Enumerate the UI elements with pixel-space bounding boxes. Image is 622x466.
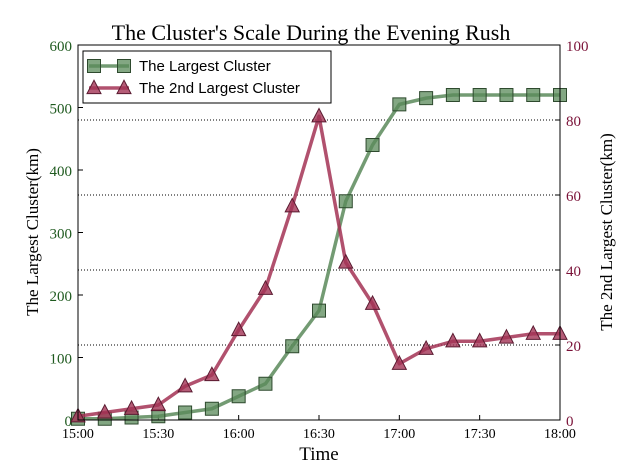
legend-item: The Largest Cluster	[87, 58, 271, 75]
left-y-axis-label: The Largest Cluster(km)	[23, 148, 42, 316]
x-tick-label: 16:00	[223, 427, 255, 442]
right-tick-label: 80	[566, 114, 581, 130]
left-y-axis: 0 100 200 300 400 500 600	[50, 39, 83, 430]
series-line	[77, 114, 560, 418]
square-marker	[419, 91, 434, 106]
square-marker	[392, 97, 407, 112]
right-tick-label: 60	[566, 189, 581, 205]
triangle-marker	[86, 79, 102, 95]
square-marker	[312, 303, 326, 318]
right-tick-label: 40	[566, 264, 581, 280]
legend-label: The Largest Cluster	[139, 58, 271, 75]
square-marker	[472, 88, 487, 102]
right-y-axis: 0 20 40 60 80 100	[555, 39, 589, 430]
x-axis: 15:00 15:30 16:00 16:30 17:00 17:30 18:00	[62, 415, 576, 442]
triangle-marker	[177, 377, 193, 393]
triangle-marker	[418, 339, 434, 355]
triangle-marker	[230, 321, 247, 337]
triangle-marker	[391, 354, 408, 370]
x-tick-label: 15:30	[142, 427, 174, 442]
square-marker	[231, 389, 246, 404]
triangle-marker	[471, 332, 488, 348]
x-axis-label: Time	[299, 444, 338, 465]
triangle-marker	[445, 332, 461, 348]
x-tick-label: 16:30	[303, 427, 335, 442]
legend: The Largest Cluster The 2nd Largest Clust…	[82, 50, 332, 104]
left-tick-label: 200	[50, 289, 73, 305]
x-tick-label: 15:00	[62, 427, 94, 442]
x-tick-label: 18:00	[544, 427, 576, 442]
right-y-axis-label: The 2nd Largest Cluster(km)	[597, 133, 616, 331]
triangle-marker	[204, 366, 220, 382]
triangle-marker	[150, 396, 167, 412]
triangle-marker	[257, 279, 274, 295]
series-second-largest-cluster	[70, 107, 568, 423]
series-largest-cluster	[71, 88, 567, 426]
left-tick-label: 0	[65, 414, 73, 430]
square-marker	[445, 88, 460, 102]
x-tick-label: 17:30	[464, 427, 496, 442]
square-marker	[365, 138, 380, 152]
triangle-marker	[96, 403, 113, 419]
square-marker	[526, 88, 541, 102]
triangle-marker	[337, 253, 354, 269]
series-group	[70, 88, 568, 426]
left-tick-label: 100	[50, 352, 73, 368]
square-marker	[285, 339, 300, 354]
right-tick-label: 100	[566, 39, 589, 55]
square-marker	[338, 194, 353, 209]
right-tick-label: 20	[566, 339, 581, 355]
left-tick-label: 600	[50, 39, 73, 55]
x-tick-label: 17:00	[383, 427, 415, 442]
legend-item: The 2nd Largest Cluster	[86, 79, 300, 97]
chart-title: The Cluster's Scale During the Evening R…	[112, 20, 511, 45]
square-marker	[151, 409, 166, 424]
left-tick-label: 500	[50, 102, 73, 118]
triangle-marker	[116, 79, 132, 95]
legend-label: The 2nd Largest Cluster	[139, 80, 300, 97]
triangle-marker	[498, 328, 515, 344]
triangle-marker	[525, 324, 542, 340]
triangle-marker	[284, 197, 301, 213]
triangle-marker	[123, 399, 140, 415]
square-marker	[87, 59, 101, 73]
square-marker	[258, 376, 273, 391]
square-marker	[204, 401, 219, 416]
square-marker	[117, 59, 131, 73]
triangle-marker	[364, 294, 381, 310]
square-marker	[178, 405, 193, 420]
plot-frame	[77, 44, 561, 421]
triangle-marker	[311, 107, 327, 123]
right-tick-label: 0	[566, 414, 574, 430]
left-tick-label: 400	[50, 164, 73, 180]
left-tick-label: 300	[50, 227, 73, 243]
series-line	[78, 93, 560, 421]
square-marker	[499, 88, 514, 102]
